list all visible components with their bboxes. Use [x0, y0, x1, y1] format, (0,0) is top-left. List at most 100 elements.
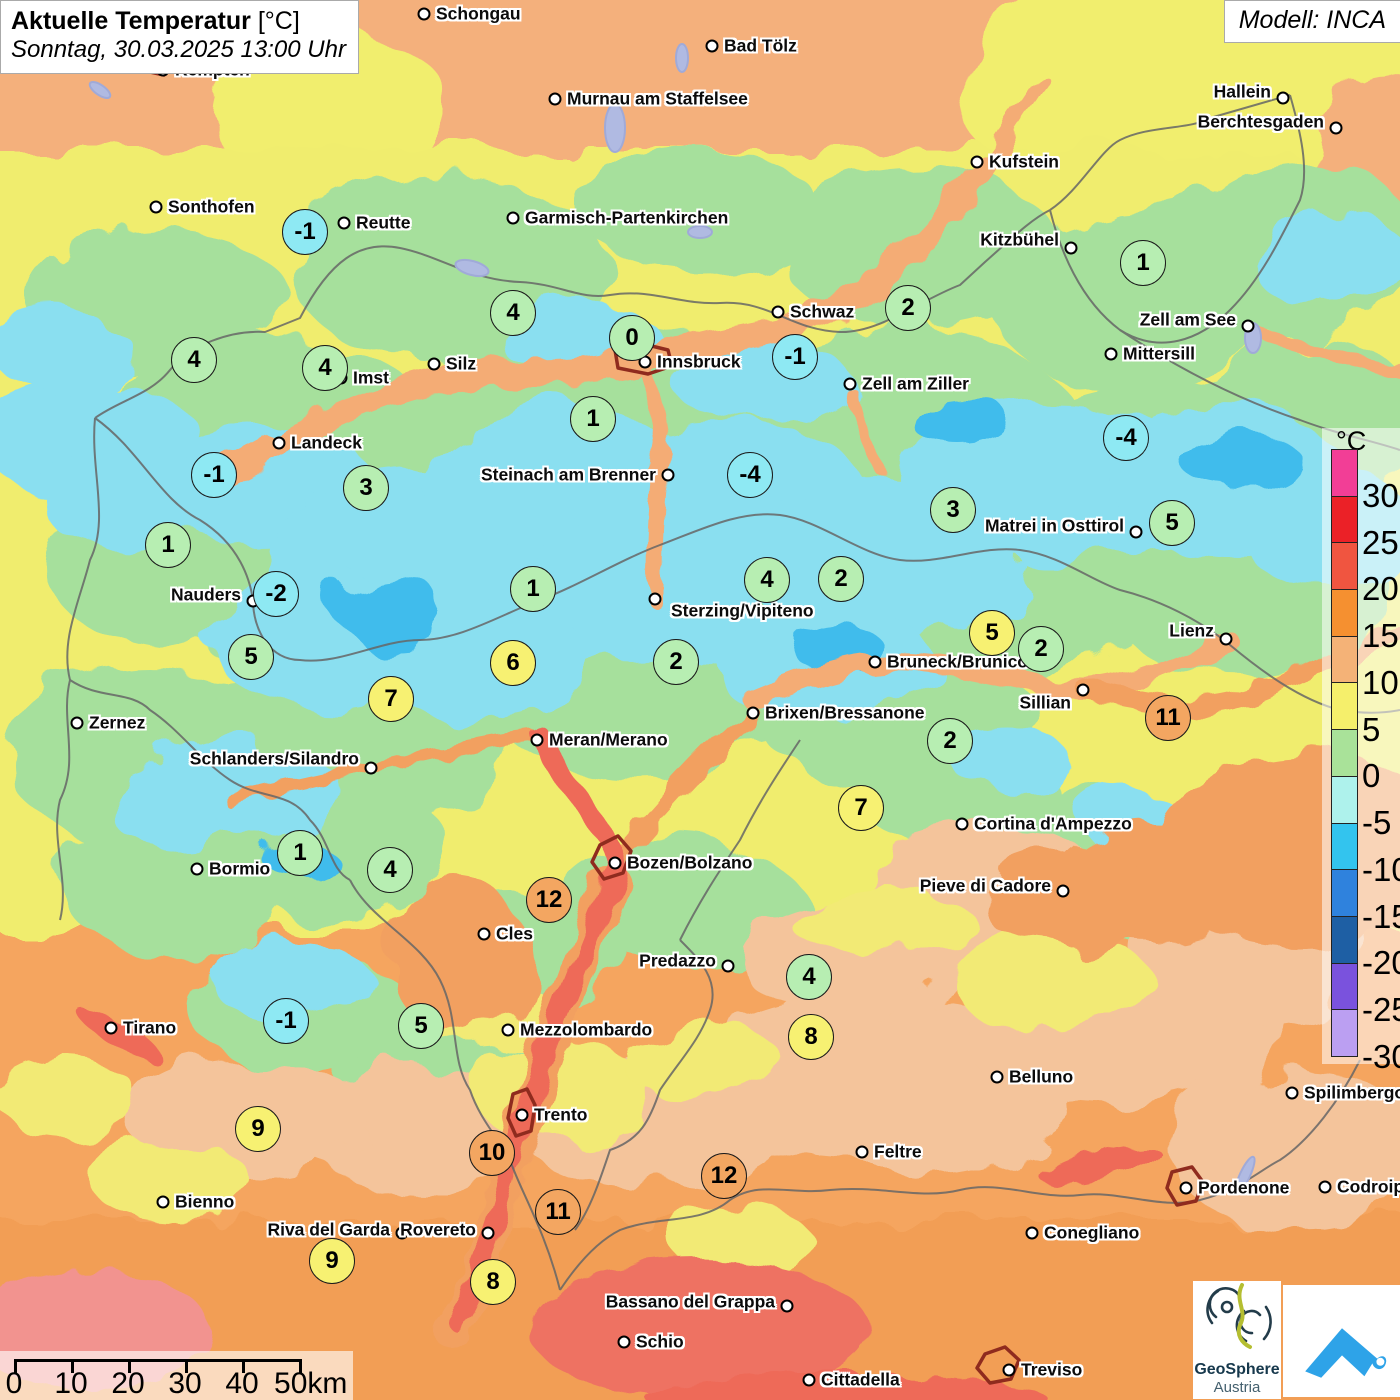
city-marker	[721, 959, 735, 973]
legend-tick-label: 25	[1362, 523, 1399, 561]
city-label: Zell am See	[1139, 309, 1236, 330]
city-marker	[1241, 319, 1255, 333]
temperature-bubble: -2	[253, 571, 299, 617]
temperature-bubble: 4	[744, 557, 790, 603]
legend-tick-label: -30	[1362, 1038, 1400, 1075]
scalebar-line	[14, 1359, 299, 1362]
title-box: Aktuelle Temperatur [°C] Sonntag, 30.03.…	[0, 0, 359, 74]
legend-segment	[1332, 823, 1357, 871]
city-label: Predazzo	[639, 950, 716, 971]
city-label: Bormio	[209, 858, 271, 879]
city-label: Murnau am Staffelsee	[567, 88, 748, 109]
city-marker	[855, 1145, 869, 1159]
city-label: Sonthofen	[168, 196, 255, 217]
temperature-bubble: -1	[282, 209, 328, 255]
city-label: Tirano	[123, 1017, 177, 1038]
model-label: Modell: INCA	[1223, 0, 1400, 43]
legend-segment	[1332, 636, 1357, 684]
city-marker	[1219, 632, 1233, 646]
city-label: Zernez	[89, 712, 146, 733]
title-unit: [°C]	[250, 7, 300, 35]
temperature-bubble: -1	[191, 452, 237, 498]
city-marker	[417, 7, 431, 21]
scalebar-label: 40	[225, 1367, 259, 1400]
temperature-bubble: -4	[1103, 415, 1149, 461]
legend-tick-label: -20	[1362, 944, 1400, 982]
legend-tick-label: -25	[1362, 991, 1400, 1029]
city-marker	[1276, 91, 1290, 105]
city-marker	[149, 200, 163, 214]
city-label: Garmisch-Partenkirchen	[525, 207, 729, 228]
legend-segment	[1332, 1010, 1357, 1056]
temperature-bubble: 12	[701, 1153, 747, 1199]
city-marker	[868, 655, 882, 669]
city-label: Brixen/Bressanone	[765, 702, 925, 723]
legend-segment	[1332, 730, 1357, 777]
city-marker	[501, 1023, 515, 1037]
temperature-bubble: 1	[510, 566, 556, 612]
city-marker	[530, 733, 544, 747]
temperature-color-scale	[1331, 449, 1358, 1057]
city-marker	[608, 856, 622, 870]
legend-tick-label: -5	[1362, 804, 1392, 842]
temperature-bubble: 4	[367, 847, 413, 893]
city-label: Innsbruck	[657, 351, 741, 372]
city-label: Trento	[534, 1104, 588, 1125]
city-label: Reutte	[356, 212, 411, 233]
legend-segment	[1332, 963, 1357, 1011]
scalebar-label: 20	[111, 1367, 145, 1400]
legend-segment	[1332, 450, 1357, 497]
temperature-bubble: 2	[927, 718, 973, 764]
city-label: Imst	[353, 367, 389, 388]
city-label: Kufstein	[989, 151, 1059, 172]
temperature-bubble: 1	[277, 830, 323, 876]
city-label: Silz	[446, 353, 477, 374]
legend-segment	[1332, 870, 1357, 917]
city-marker	[955, 817, 969, 831]
city-label: Bassano del Grappa	[605, 1291, 775, 1312]
city-label: Schwaz	[790, 301, 855, 322]
avalanche-logo-card	[1283, 1285, 1400, 1397]
city-label: Zell am Ziller	[862, 373, 969, 394]
scalebar-tick	[299, 1359, 302, 1373]
title-text: Aktuelle Temperatur	[11, 7, 251, 35]
temperature-bubble: 5	[969, 610, 1015, 656]
legend-segment	[1332, 590, 1357, 637]
city-label: Schongau	[436, 3, 521, 24]
city-marker	[843, 377, 857, 391]
city-marker	[156, 1195, 170, 1209]
legend-tick-label: 20	[1362, 570, 1399, 608]
legend-segment	[1332, 776, 1357, 824]
city-label: Bad Tölz	[724, 35, 797, 56]
city-marker	[477, 927, 491, 941]
temperature-bubble: 11	[1145, 695, 1191, 741]
temperature-bubble: 3	[930, 487, 976, 533]
scalebar-label: 50km	[274, 1367, 348, 1400]
temperature-bubble: 3	[343, 465, 389, 511]
city-marker	[427, 357, 441, 371]
city-marker	[771, 305, 785, 319]
temperature-bubble: 2	[885, 285, 931, 331]
city-marker	[1318, 1180, 1332, 1194]
city-label: Conegliano	[1044, 1222, 1140, 1243]
city-marker	[1285, 1086, 1299, 1100]
temperature-bubble: 1	[145, 522, 191, 568]
city-label: Schio	[636, 1331, 684, 1352]
scalebar-label: 30	[168, 1367, 202, 1400]
temperature-bubble: 10	[469, 1130, 515, 1176]
city-label: Treviso	[1021, 1359, 1083, 1380]
temperature-bubble: 8	[788, 1014, 834, 1060]
temperature-bubble: 5	[1149, 500, 1195, 546]
temperature-bubble: 4	[490, 290, 536, 336]
city-marker	[648, 592, 662, 606]
temperature-bubble: 1	[570, 396, 616, 442]
city-marker	[481, 1226, 495, 1240]
temperature-bubble: 5	[228, 634, 274, 680]
legend-tick-label: 10	[1362, 663, 1399, 701]
temperature-bubble: 2	[653, 639, 699, 685]
city-marker	[104, 1021, 118, 1035]
legend-tick-label: 5	[1362, 710, 1381, 748]
temperature-bubble: -1	[263, 998, 309, 1044]
geosphere-country: Austria	[1213, 1378, 1261, 1396]
